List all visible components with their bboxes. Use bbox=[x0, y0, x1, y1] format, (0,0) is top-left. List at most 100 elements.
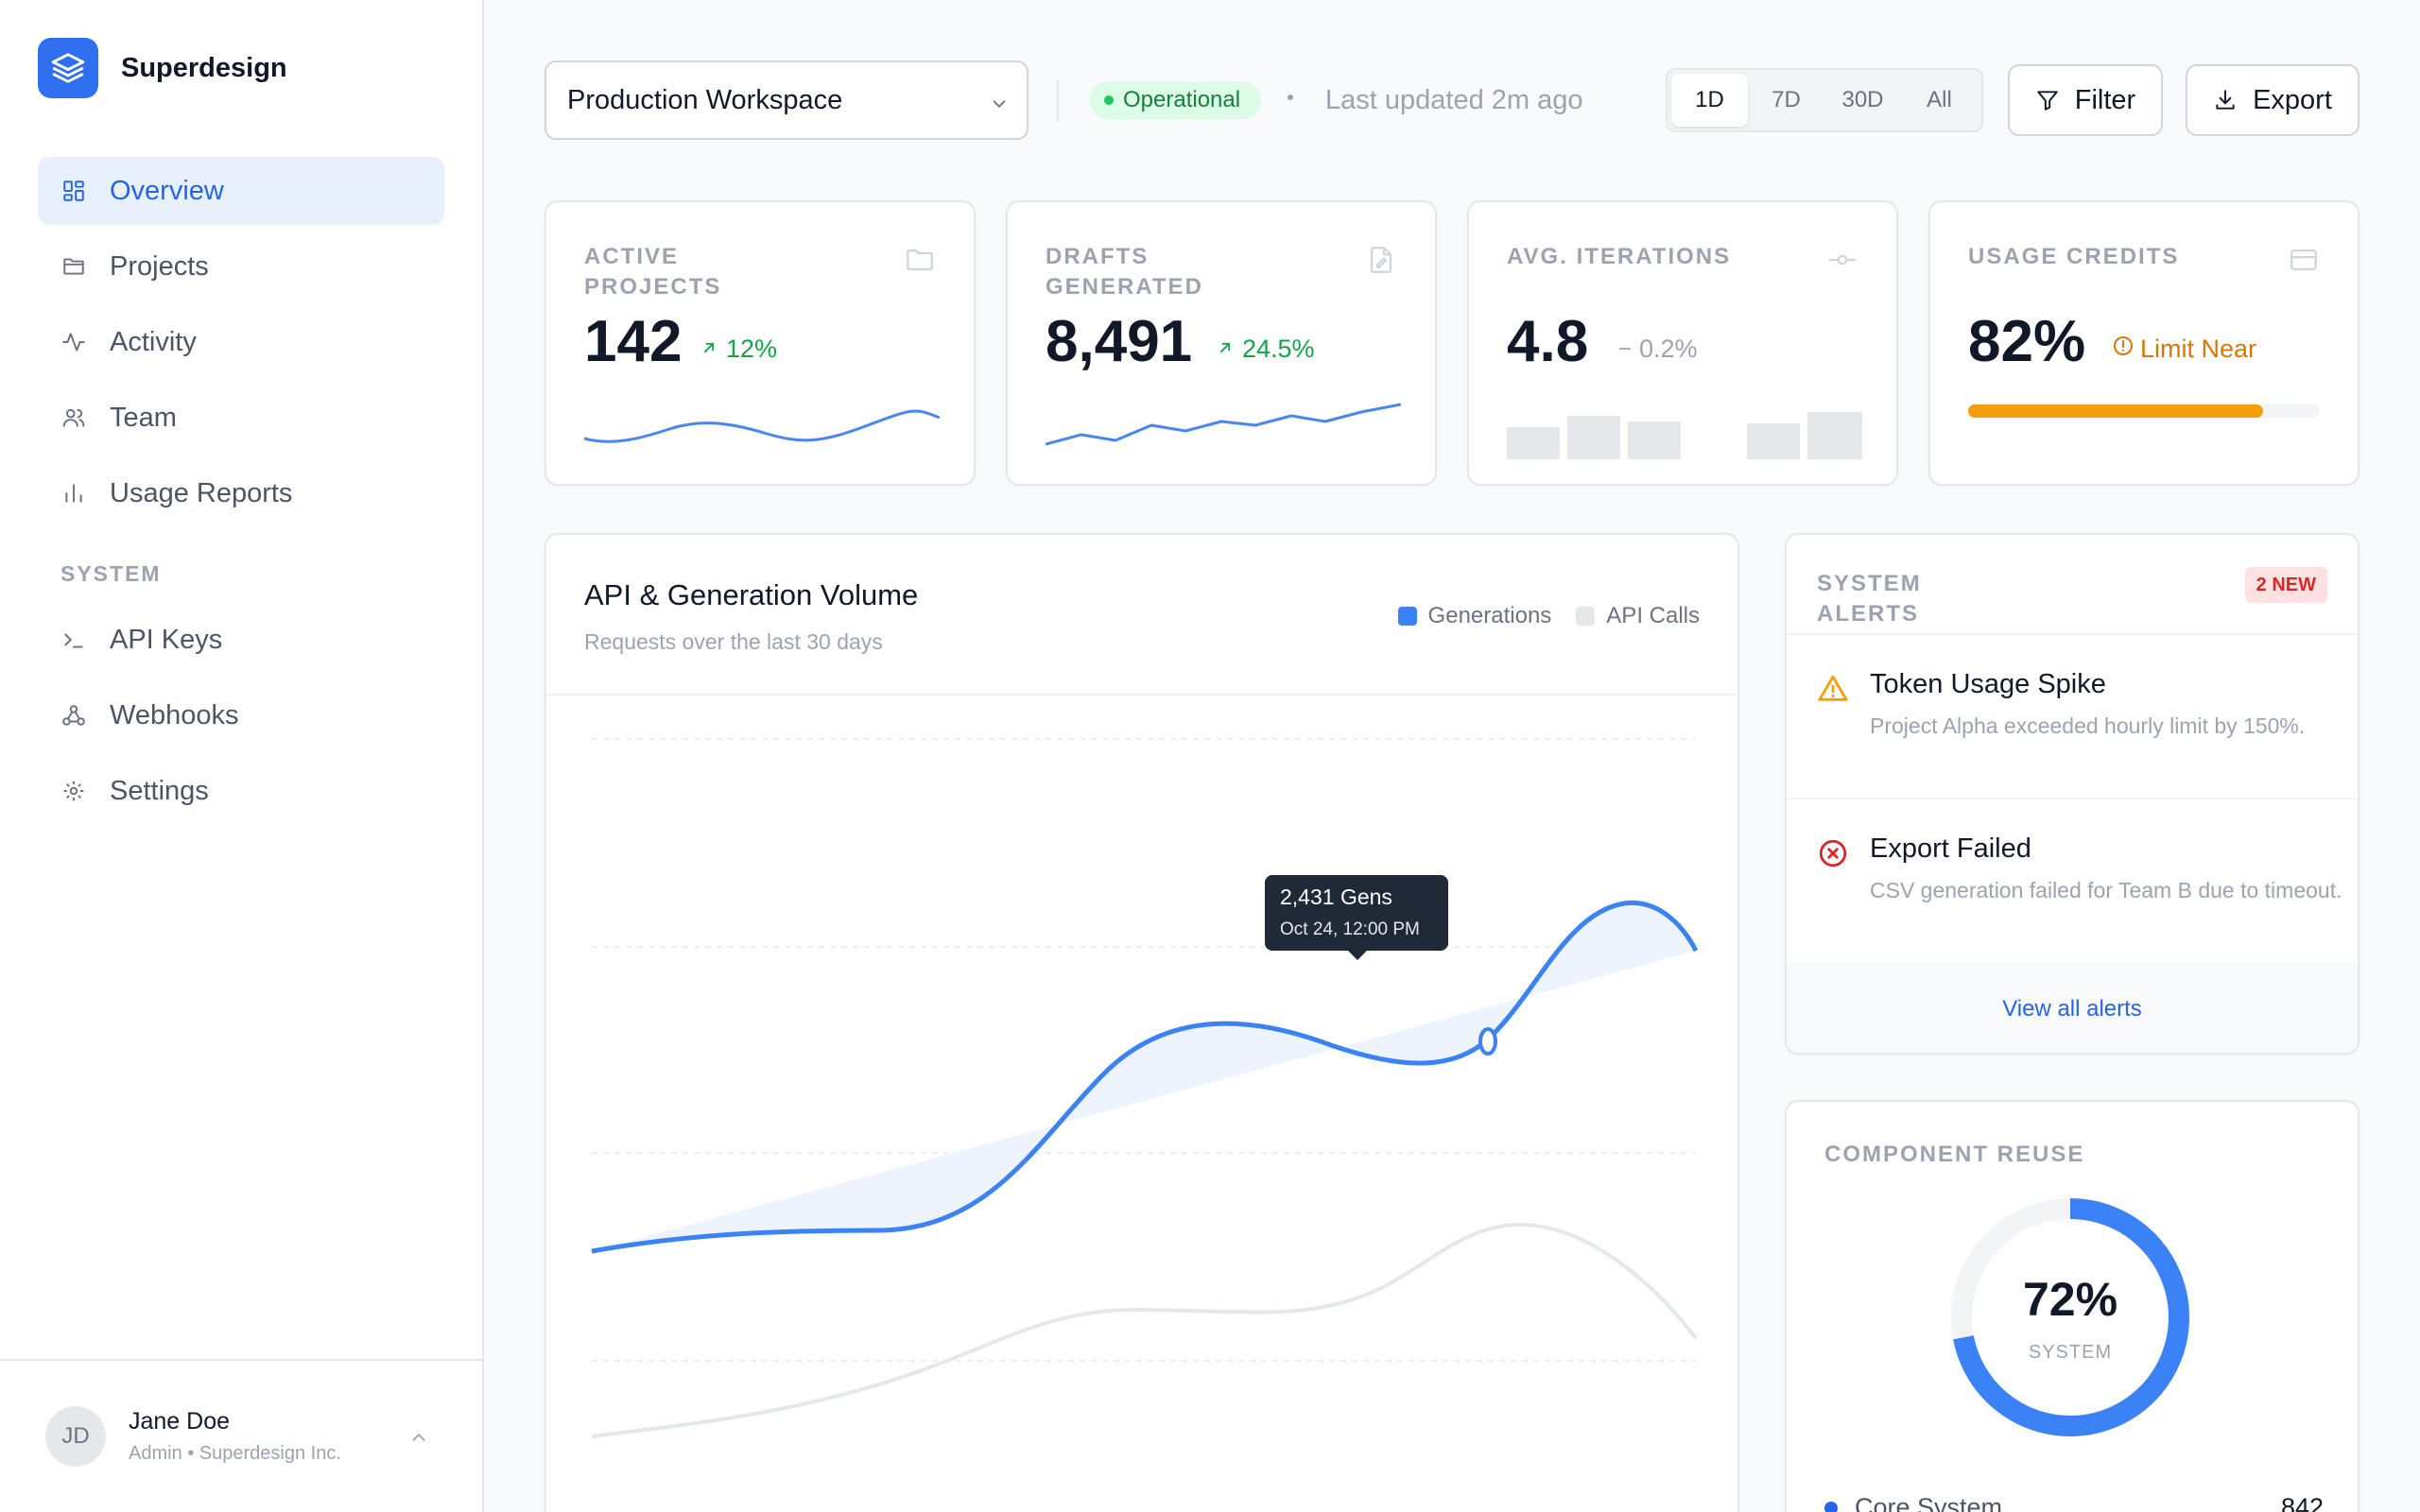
chart-subtitle: Requests over the last 30 days bbox=[584, 629, 883, 654]
filter-button[interactable]: Filter bbox=[2008, 64, 2163, 136]
filter-icon bbox=[2035, 88, 2060, 112]
kpi-card-avg-iterations[interactable]: AVG. ITERATIONS 4.8 0.2% bbox=[1467, 200, 1898, 486]
alert-item[interactable]: Export Failed CSV generation failed for … bbox=[1787, 799, 2358, 962]
kpi-warning: Limit Near bbox=[2112, 335, 2256, 364]
kpi-label: AVG. ITERATIONS bbox=[1507, 244, 1732, 269]
reuse-donut-chart bbox=[1951, 1198, 2189, 1436]
kpi-value: 142 bbox=[584, 309, 683, 374]
sidebar-item-label: Usage Reports bbox=[110, 477, 293, 508]
sidebar-item-api-keys[interactable]: API Keys bbox=[38, 606, 444, 674]
sidebar-item-label: Overview bbox=[110, 175, 224, 206]
download-icon bbox=[2213, 88, 2238, 112]
range-7d-button[interactable]: 7D bbox=[1772, 87, 1801, 112]
alerts-footer: View all alerts bbox=[1787, 962, 2358, 1053]
credit-card-icon bbox=[2288, 244, 2320, 281]
sidebar-item-settings[interactable]: Settings bbox=[38, 757, 444, 825]
sparkline bbox=[1046, 403, 1401, 446]
brand-name: Superdesign bbox=[121, 52, 287, 83]
terminal-icon bbox=[60, 627, 87, 653]
sidebar-item-label: API Keys bbox=[110, 624, 223, 655]
alert-title: Token Usage Spike bbox=[1870, 669, 2106, 699]
chart-tooltip: 2,431 Gens Oct 24, 12:00 PM bbox=[1265, 875, 1448, 960]
kpi-card-usage-credits[interactable]: USAGE CREDITS 82% Limit Near bbox=[1928, 200, 2360, 486]
sidebar-item-overview[interactable]: Overview bbox=[38, 157, 444, 225]
chevron-down-icon bbox=[989, 91, 1010, 122]
sidebar-item-label: Webhooks bbox=[110, 699, 239, 730]
alert-title: Export Failed bbox=[1870, 833, 2031, 864]
generations-line bbox=[591, 900, 1699, 1254]
kpi-delta: 24.5% bbox=[1216, 335, 1315, 364]
generations-area bbox=[592, 902, 1696, 1251]
export-label: Export bbox=[2253, 84, 2332, 115]
alert-description: Project Alpha exceeded hourly limit by 1… bbox=[1870, 713, 2306, 738]
alerts-title: SYSTEM ALERTS bbox=[1817, 571, 1922, 627]
kpi-warning-text: Limit Near bbox=[2140, 335, 2257, 363]
sidebar: Superdesign Overview Projects Activity T… bbox=[0, 0, 484, 1512]
sidebar-item-activity[interactable]: Activity bbox=[38, 308, 444, 376]
status-text: Operational bbox=[1123, 87, 1241, 112]
kpi-label: USAGE CREDITS bbox=[1968, 244, 2180, 269]
alert-item[interactable]: Token Usage Spike Project Alpha exceeded… bbox=[1787, 635, 2358, 798]
minus-icon bbox=[1616, 335, 1634, 364]
export-button[interactable]: Export bbox=[2186, 64, 2360, 136]
reuse-percent: 72% bbox=[2022, 1273, 2118, 1326]
reuse-row-name: Core System bbox=[1855, 1493, 2003, 1512]
kpi-value: 4.8 bbox=[1507, 309, 1589, 374]
highlight-point bbox=[1478, 1027, 1497, 1056]
file-edit-icon bbox=[1365, 244, 1397, 281]
arrow-up-right-icon bbox=[700, 335, 718, 364]
reuse-label: SYSTEM bbox=[2028, 1342, 2113, 1363]
bar-sparkline bbox=[1507, 412, 1862, 459]
kpi-card-drafts-generated[interactable]: DRAFTS GENERATED 8,491 24.5% bbox=[1006, 200, 1437, 486]
legend-swatch-generations bbox=[1397, 607, 1417, 626]
status-badge: Operational bbox=[1089, 81, 1262, 119]
legend-label-api-calls: API Calls bbox=[1606, 603, 1700, 628]
sidebar-item-label: Activity bbox=[110, 326, 197, 357]
usage-progress-track bbox=[1968, 404, 2320, 418]
range-30d-button[interactable]: 30D bbox=[1841, 87, 1884, 112]
component-reuse-card: COMPONENT REUSE 72% SYSTEM Core System 8… bbox=[1785, 1100, 2360, 1512]
sidebar-item-projects[interactable]: Projects bbox=[38, 232, 444, 301]
legend-swatch-api-calls bbox=[1576, 607, 1596, 626]
kpi-value: 8,491 bbox=[1046, 309, 1193, 374]
sidebar-item-team[interactable]: Team bbox=[38, 384, 444, 452]
bar-chart-icon bbox=[60, 480, 87, 507]
separator-dot bbox=[1288, 94, 1293, 100]
folder-icon bbox=[904, 244, 936, 281]
status-dot-icon bbox=[1104, 95, 1114, 105]
range-1d-button[interactable]: 1D bbox=[1671, 74, 1748, 127]
user-role: Admin • Superdesign Inc. bbox=[129, 1443, 341, 1464]
legend-label-generations: Generations bbox=[1427, 603, 1552, 628]
reuse-title: COMPONENT REUSE bbox=[1824, 1142, 2085, 1167]
sidebar-item-label: Settings bbox=[110, 775, 209, 806]
kpi-delta: 12% bbox=[700, 335, 777, 364]
last-updated-text: Last updated 2m ago bbox=[1325, 85, 1583, 115]
kpi-card-active-projects[interactable]: ACTIVE PROJECTS 142 12% bbox=[544, 200, 976, 486]
range-all-button[interactable]: All bbox=[1927, 87, 1952, 112]
volume-chart-card: API & Generation Volume Requests over th… bbox=[544, 533, 1739, 1512]
sidebar-item-webhooks[interactable]: Webhooks bbox=[38, 681, 444, 749]
chart-legend: Generations API Calls bbox=[1397, 603, 1700, 629]
sidebar-item-label: Team bbox=[110, 402, 177, 433]
chevron-up-icon[interactable] bbox=[408, 1427, 429, 1452]
usage-progress-fill bbox=[1968, 404, 2264, 418]
users-icon bbox=[60, 404, 87, 431]
user-menu[interactable]: JD Jane Doe Admin • Superdesign Inc. bbox=[0, 1359, 482, 1512]
volume-chart-plot bbox=[591, 738, 1699, 1438]
filter-label: Filter bbox=[2074, 84, 2136, 115]
nav-section-system: SYSTEM bbox=[60, 561, 162, 586]
alert-circle-icon bbox=[2112, 335, 2135, 364]
warning-icon bbox=[1817, 673, 1849, 710]
brand[interactable]: Superdesign bbox=[38, 38, 287, 98]
sidebar-item-usage-reports[interactable]: Usage Reports bbox=[38, 459, 444, 527]
workspace-select[interactable]: Production Workspace bbox=[544, 60, 1028, 140]
view-all-alerts-link[interactable]: View all alerts bbox=[2002, 996, 2142, 1022]
chart-gridlines bbox=[592, 738, 1696, 1362]
kpi-delta-value: 24.5% bbox=[1242, 335, 1315, 363]
sidebar-item-label: Projects bbox=[110, 250, 209, 282]
chart-divider bbox=[546, 694, 1737, 696]
chart-title: API & Generation Volume bbox=[584, 578, 919, 611]
new-alerts-badge: 2 NEW bbox=[2244, 567, 2327, 603]
kpi-delta: 0.2% bbox=[1616, 335, 1698, 364]
kpi-delta-value: 0.2% bbox=[1639, 335, 1698, 363]
